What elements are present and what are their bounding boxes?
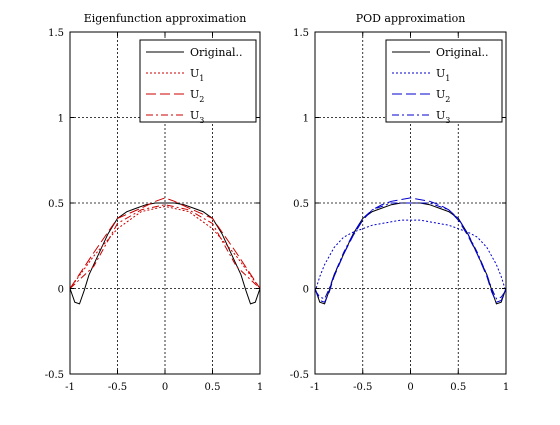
series-line-3 bbox=[69, 197, 261, 289]
x-tick-label: 0.5 bbox=[205, 382, 221, 393]
x-tick-label: -0.5 bbox=[108, 382, 127, 393]
y-tick-label: 0.5 bbox=[48, 199, 64, 210]
legend-label: Original.. bbox=[436, 46, 489, 59]
legend: Original.. U1 U2 U3 bbox=[139, 39, 257, 125]
x-tick-label: -0.5 bbox=[353, 382, 372, 393]
series-line-2 bbox=[314, 219, 507, 293]
series-line-1 bbox=[69, 202, 261, 305]
legend-label: U2 bbox=[190, 88, 204, 104]
legend-label: Original.. bbox=[190, 46, 243, 59]
x-tick-label: 1 bbox=[257, 382, 263, 393]
y-tick-label: -0.5 bbox=[45, 370, 64, 381]
y-tick-label: 0 bbox=[303, 285, 309, 296]
legend-label: U1 bbox=[436, 67, 450, 83]
chart-title: Eigenfunction approximation bbox=[84, 12, 247, 25]
y-tick-label: 1 bbox=[303, 114, 309, 125]
series-line-3 bbox=[314, 197, 507, 303]
x-tick-label: -1 bbox=[65, 382, 75, 393]
y-tick-label: 1.5 bbox=[48, 28, 64, 39]
legend-label: U2 bbox=[436, 88, 450, 104]
x-tick-label: 0.5 bbox=[450, 382, 466, 393]
chart-panel-1: Eigenfunction approximation-1 -0.5 0 0.5 1-0… bbox=[45, 12, 263, 393]
series-line-4 bbox=[69, 204, 261, 289]
x-tick-label: 0 bbox=[407, 382, 413, 393]
chart-title: POD approximation bbox=[356, 12, 466, 25]
series-line-2 bbox=[69, 205, 261, 289]
y-tick-label: 1.5 bbox=[293, 28, 309, 39]
chart-panel-2: POD approximation-1 -0.5 0 0.5 1-0.500.511.5… bbox=[290, 12, 509, 393]
legend-label: U1 bbox=[190, 67, 204, 83]
x-tick-label: -1 bbox=[310, 382, 320, 393]
legend-box bbox=[139, 39, 257, 123]
y-tick-label: 0 bbox=[58, 285, 64, 296]
legend-label: U3 bbox=[190, 109, 204, 125]
legend: Original.. U1 U2 U3 bbox=[385, 39, 503, 125]
y-tick-label: 0.5 bbox=[293, 199, 309, 210]
legend-box bbox=[385, 39, 503, 123]
legend-label: U3 bbox=[436, 109, 450, 125]
y-tick-label: -0.5 bbox=[290, 370, 309, 381]
x-tick-label: 0 bbox=[162, 382, 168, 393]
y-tick-label: 1 bbox=[58, 114, 64, 125]
series-line-4 bbox=[314, 202, 507, 300]
x-tick-label: 1 bbox=[503, 382, 509, 393]
